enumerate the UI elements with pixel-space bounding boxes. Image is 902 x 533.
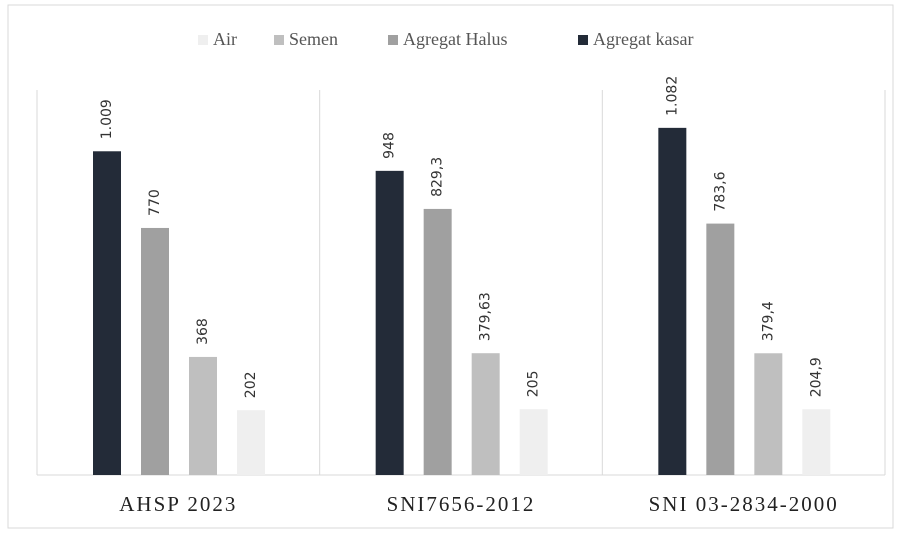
value-label: 379,4 bbox=[760, 301, 776, 341]
value-label: 202 bbox=[243, 371, 259, 398]
value-label: 829,3 bbox=[430, 157, 446, 197]
bar bbox=[471, 353, 500, 475]
value-label: 1.082 bbox=[664, 76, 680, 116]
legend-label: Agregat kasar bbox=[593, 29, 693, 49]
bar bbox=[754, 353, 783, 475]
value-label: 205 bbox=[526, 370, 542, 397]
bar bbox=[423, 208, 452, 475]
bar bbox=[706, 223, 735, 475]
legend-swatch bbox=[198, 35, 208, 45]
bar bbox=[93, 151, 121, 475]
legend-label: Agregat Halus bbox=[403, 29, 507, 49]
bar bbox=[519, 409, 548, 475]
bar bbox=[189, 356, 217, 475]
value-label: 1.009 bbox=[99, 99, 115, 139]
value-label: 368 bbox=[195, 318, 211, 345]
legend-swatch bbox=[578, 35, 588, 45]
bar bbox=[237, 410, 265, 475]
bar bbox=[141, 227, 169, 475]
value-label: 770 bbox=[147, 189, 163, 216]
legend-swatch bbox=[274, 35, 284, 45]
legend-swatch bbox=[388, 35, 398, 45]
bar bbox=[375, 170, 404, 475]
bar bbox=[802, 409, 831, 475]
x-tick-label: SNI 03-2834-2000 bbox=[649, 492, 839, 516]
value-label: 783,6 bbox=[712, 171, 728, 211]
legend-label: Semen bbox=[289, 29, 338, 49]
x-tick-label: AHSP 2023 bbox=[119, 492, 237, 516]
value-label: 204,9 bbox=[808, 357, 824, 397]
bar bbox=[658, 127, 687, 475]
value-label: 948 bbox=[382, 132, 398, 159]
value-label: 379,63 bbox=[478, 292, 494, 341]
x-tick-label: SNI7656-2012 bbox=[387, 492, 536, 516]
legend-label: Air bbox=[213, 29, 237, 49]
